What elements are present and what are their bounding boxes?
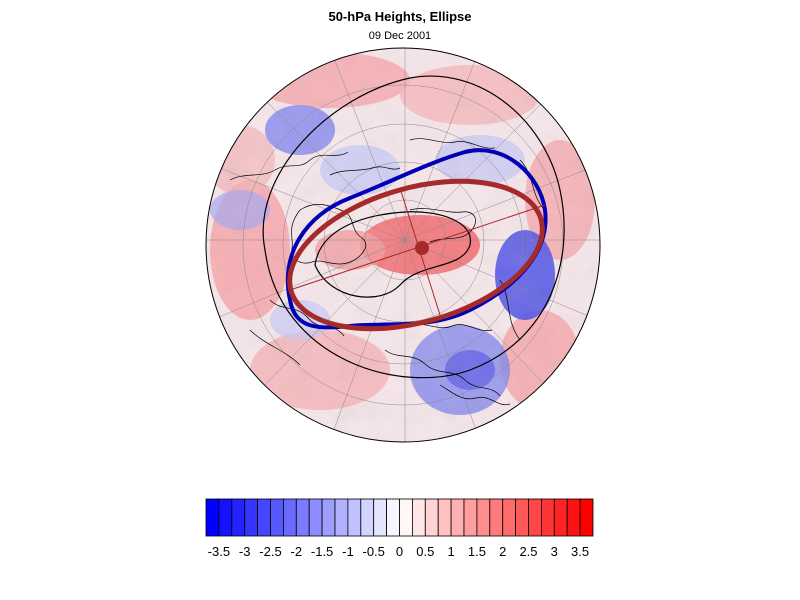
ellipse-center-marker bbox=[415, 241, 429, 255]
colorbar-box bbox=[502, 498, 517, 537]
colorbar-tick-label: 1.5 bbox=[468, 544, 486, 559]
colorbar-tick-label: -3 bbox=[239, 544, 251, 559]
fitted-ellipse bbox=[287, 178, 545, 332]
colorbar-box bbox=[386, 498, 400, 537]
colorbar-tick-label: 0 bbox=[396, 544, 403, 559]
colorbar-box bbox=[515, 498, 529, 537]
colorbar-box bbox=[450, 498, 465, 537]
figure-title: 50-hPa Heights, Ellipse bbox=[328, 9, 472, 24]
colorbar-tick-label: -0.5 bbox=[362, 544, 384, 559]
colorbar-box bbox=[270, 498, 284, 537]
colorbar-box bbox=[553, 498, 568, 537]
colorbar-tick-label: 2 bbox=[499, 544, 506, 559]
colorbar-box bbox=[541, 498, 555, 537]
colorbar-box bbox=[244, 498, 258, 537]
colorbar-boxes bbox=[205, 498, 594, 537]
colorbar-box bbox=[476, 498, 491, 537]
colorbar-box bbox=[308, 498, 323, 537]
colorbar-tick-label: 2.5 bbox=[519, 544, 537, 559]
reference-contours bbox=[262, 75, 565, 379]
colorbar-box bbox=[424, 498, 439, 537]
colorbar-labels: -3.5 -3 -2.5 -2 -1.5 -1 -0.5 0 0.5 1 1.5 2 2.5 3 3.5 bbox=[208, 544, 589, 559]
colorbar-tick-label: 3.5 bbox=[571, 544, 589, 559]
colorbar-tick-label: 0.5 bbox=[416, 544, 434, 559]
colorbar-box bbox=[205, 498, 220, 537]
colorbar-box bbox=[282, 498, 297, 537]
colorbar-box bbox=[373, 498, 388, 537]
colorbar-box bbox=[528, 498, 542, 537]
colorbar-box bbox=[360, 498, 375, 537]
colorbar-box bbox=[347, 498, 362, 537]
ellipse-group bbox=[287, 178, 546, 332]
colorbar-tick-label: 3 bbox=[551, 544, 558, 559]
globe-border bbox=[205, 47, 601, 443]
colorbar-box bbox=[566, 498, 581, 537]
colorbar-tick-label: -1.5 bbox=[311, 544, 333, 559]
colorbar-box bbox=[218, 498, 233, 537]
colorbar-box bbox=[257, 498, 271, 537]
colorbar-box bbox=[334, 498, 349, 537]
colorbar-tick-label: -1 bbox=[342, 544, 354, 559]
colorbar-tick-label: -3.5 bbox=[208, 544, 230, 559]
colorbar-box bbox=[579, 498, 594, 537]
colorbar-tick-label: -2 bbox=[291, 544, 303, 559]
colorbar-box bbox=[411, 498, 426, 537]
colorbar-tick-label: -2.5 bbox=[259, 544, 281, 559]
colorbar-box bbox=[231, 498, 246, 537]
colorbar-box bbox=[437, 498, 452, 537]
colorbar-box bbox=[295, 498, 310, 537]
figure-subtitle: 09 Dec 2001 bbox=[368, 30, 432, 42]
colorbar-box bbox=[399, 498, 413, 537]
colorbar-box bbox=[463, 498, 478, 537]
colorbar-tick-label: 1 bbox=[447, 544, 454, 559]
blue-contour bbox=[285, 148, 548, 330]
colorbar-box bbox=[489, 498, 504, 537]
colorbar-box bbox=[321, 498, 336, 537]
